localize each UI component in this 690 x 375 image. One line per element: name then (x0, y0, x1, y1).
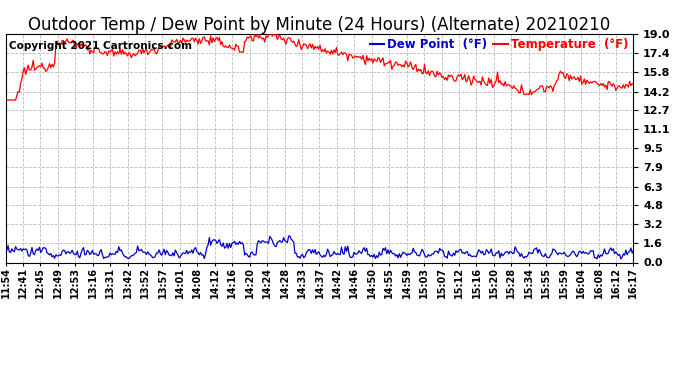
Legend: Dew Point  (°F), Temperature  (°F): Dew Point (°F), Temperature (°F) (365, 34, 633, 56)
Title: Outdoor Temp / Dew Point by Minute (24 Hours) (Alternate) 20210210: Outdoor Temp / Dew Point by Minute (24 H… (28, 16, 611, 34)
Text: Copyright 2021 Cartronics.com: Copyright 2021 Cartronics.com (9, 40, 192, 51)
